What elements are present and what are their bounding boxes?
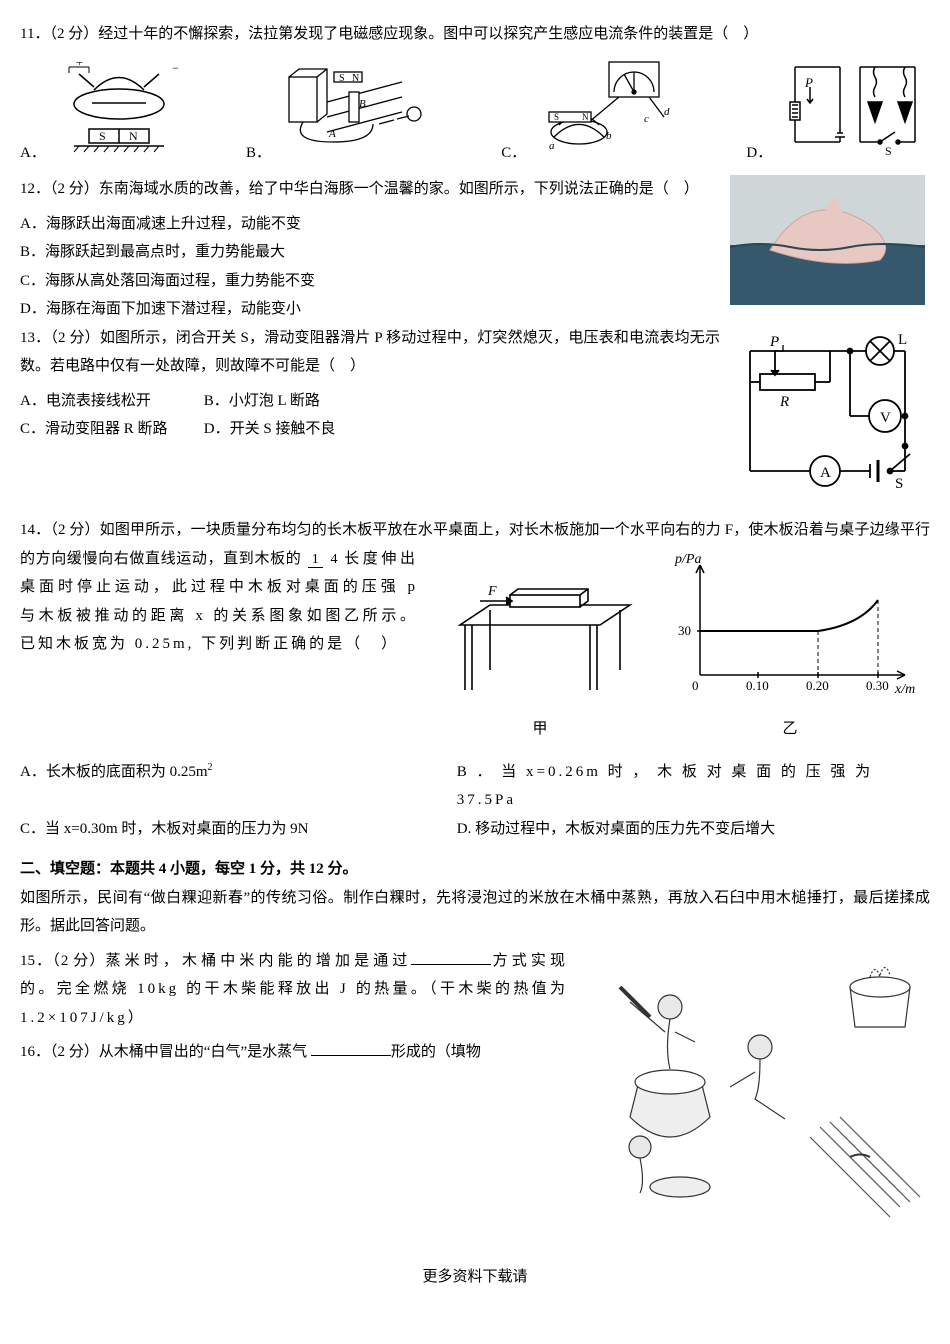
svg-text:L: L [898,332,907,348]
svg-text:S: S [99,129,106,143]
svg-text:N: N [352,73,359,84]
px-chart: p/Pa x/m 30 0 0.10 0.20 0.30 [660,545,920,705]
section-2-intro: 如图所示，民间有“做白粿迎新春”的传统习俗。制作白粿时，先将浸泡过的米放在木桶中… [20,884,930,941]
fraction-den: 4 [326,552,341,567]
folk-figure [580,947,930,1238]
fraction-1-4: 1 4 [308,551,342,568]
svg-text:0.30: 0.30 [866,678,889,693]
q11-figures: A． + − S N [20,57,930,168]
q-number: 14． [20,522,50,538]
q14-options: A．长木板的底面积为 0.25m2 B ． 当 x=0.26m 时 ， 木 板 … [20,758,930,844]
svg-text:S: S [895,476,903,492]
q-points: （2 分） [50,181,99,197]
q-number: 11． [20,26,49,42]
table-board-icon: F [440,565,640,705]
section-2-header: 二、填空题：本题共 4 小题，每空 1 分，共 12 分。 [20,855,930,884]
q-points: （2 分） [52,953,105,969]
svg-text:a: a [549,140,555,152]
baiguo-illustration-icon [580,947,930,1227]
q-number: 15． [20,953,52,969]
svg-text:N: N [129,129,138,143]
q-points: （2 分） [50,1044,99,1060]
question-14: 14．（2 分）如图甲所示，一块质量分布均匀的长木板平放在水平桌面上，对长木板施… [20,516,930,752]
q-stem: 东南海域水质的改善，给了中华白海豚一个温馨的家。如图所示，下列说法正确的是（ ） [99,181,699,197]
svg-text:N: N [582,112,589,122]
q14-figures: F 甲 p/Pa x/m 30 0 [430,545,930,744]
option-a: A．电流表接线松开 [20,387,200,416]
svg-text:A: A [328,128,336,140]
svg-text:−: − [172,62,179,75]
svg-text:0: 0 [692,678,699,693]
svg-text:S: S [885,144,892,157]
page-footer: 更多资料下载请 [20,1263,930,1292]
side-figures: P R L V A [730,175,930,516]
svg-text:p/Pa: p/Pa [674,552,701,567]
q11-option-c: C． S N a b c d [501,57,684,168]
q-number: 16． [20,1044,50,1060]
fraction-num: 1 [308,552,323,568]
compass-magnet-icon: + − S N [54,62,184,157]
svg-text:c: c [644,113,649,125]
option-c: C．滑动变阻器 R 断路 [20,415,200,444]
svg-text:0.10: 0.10 [746,678,769,693]
svg-text:30: 30 [678,623,691,638]
svg-text:V: V [880,410,891,426]
svg-text:P: P [804,75,813,90]
q-points: （2 分） [50,330,100,346]
spring-circuit-icon: P S [780,57,930,157]
option-c: C．当 x=0.30m 时，木板对桌面的压力为 9N [20,815,457,844]
q-stem-a: 从木桶中冒出的“白气”是水蒸气 [99,1044,311,1060]
svg-text:A: A [820,465,831,481]
svg-text:P: P [769,334,779,350]
blank-input[interactable] [411,949,491,965]
option-label: C． [501,139,526,168]
caption-left: 甲 [440,715,640,744]
circuit-diagram-icon: P R L V A [730,326,925,496]
option-d: D．开关 S 接触不良 [204,415,384,444]
option-label: D． [746,139,772,168]
svg-text:S: S [339,73,345,84]
svg-text:R: R [779,394,789,410]
q-points: （2 分） [49,26,98,42]
circuit-figure: P R L V A [730,326,930,507]
svg-text:0.20: 0.20 [806,678,829,693]
q-points: （2 分） [50,522,99,538]
option-a-sup: 2 [208,762,213,773]
option-label: A． [20,139,46,168]
svg-text:d: d [664,106,670,118]
svg-text:x/m: x/m [894,682,915,697]
q11-option-d: D． P [746,57,930,168]
dolphin-figure [730,175,930,316]
option-b: B ． 当 x=0.26m 时 ， 木 板 对 桌 面 的 压 强 为37.5P… [457,758,930,815]
svg-text:b: b [606,130,612,142]
q11-option-a: A． + − S N [20,62,184,168]
galvanometer-coil-icon: S N a b c d [534,57,684,157]
dolphin-photo-icon [730,175,925,305]
svg-text:S: S [554,112,559,122]
option-a: A．长木板的底面积为 0.25m [20,764,208,780]
q11-option-b: B． S N A B [246,62,439,168]
q-number: 13． [20,330,50,346]
svg-text:F: F [487,584,497,599]
option-b: B．小灯泡 L 断路 [204,387,384,416]
question-11: 11．（2 分）经过十年的不懈探索，法拉第发现了电磁感应现象。图中可以探究产生感… [20,20,930,49]
q-number: 12． [20,181,50,197]
q-stem: 经过十年的不懈探索，法拉第发现了电磁感应现象。图中可以探究产生感应电流条件的装置… [98,26,758,42]
q-stem-b: 形成的（填物 [391,1044,481,1060]
rail-magnet-icon: S N A B [279,62,439,157]
caption-right: 乙 [660,715,920,744]
q-stem: 如图所示，闭合开关 S，滑动变阻器滑片 P 移动过程中，灯突然熄灭，电压表和电流… [20,330,720,375]
q-stem-a: 蒸米时，木桶中米内能的增加是通过 [106,953,412,969]
option-d: D. 移动过程中，木板对桌面的压力先不变后增大 [457,815,930,844]
option-label: B． [246,139,271,168]
svg-text:B: B [359,98,366,110]
blank-input[interactable] [311,1040,391,1056]
svg-text:+: + [76,62,83,69]
